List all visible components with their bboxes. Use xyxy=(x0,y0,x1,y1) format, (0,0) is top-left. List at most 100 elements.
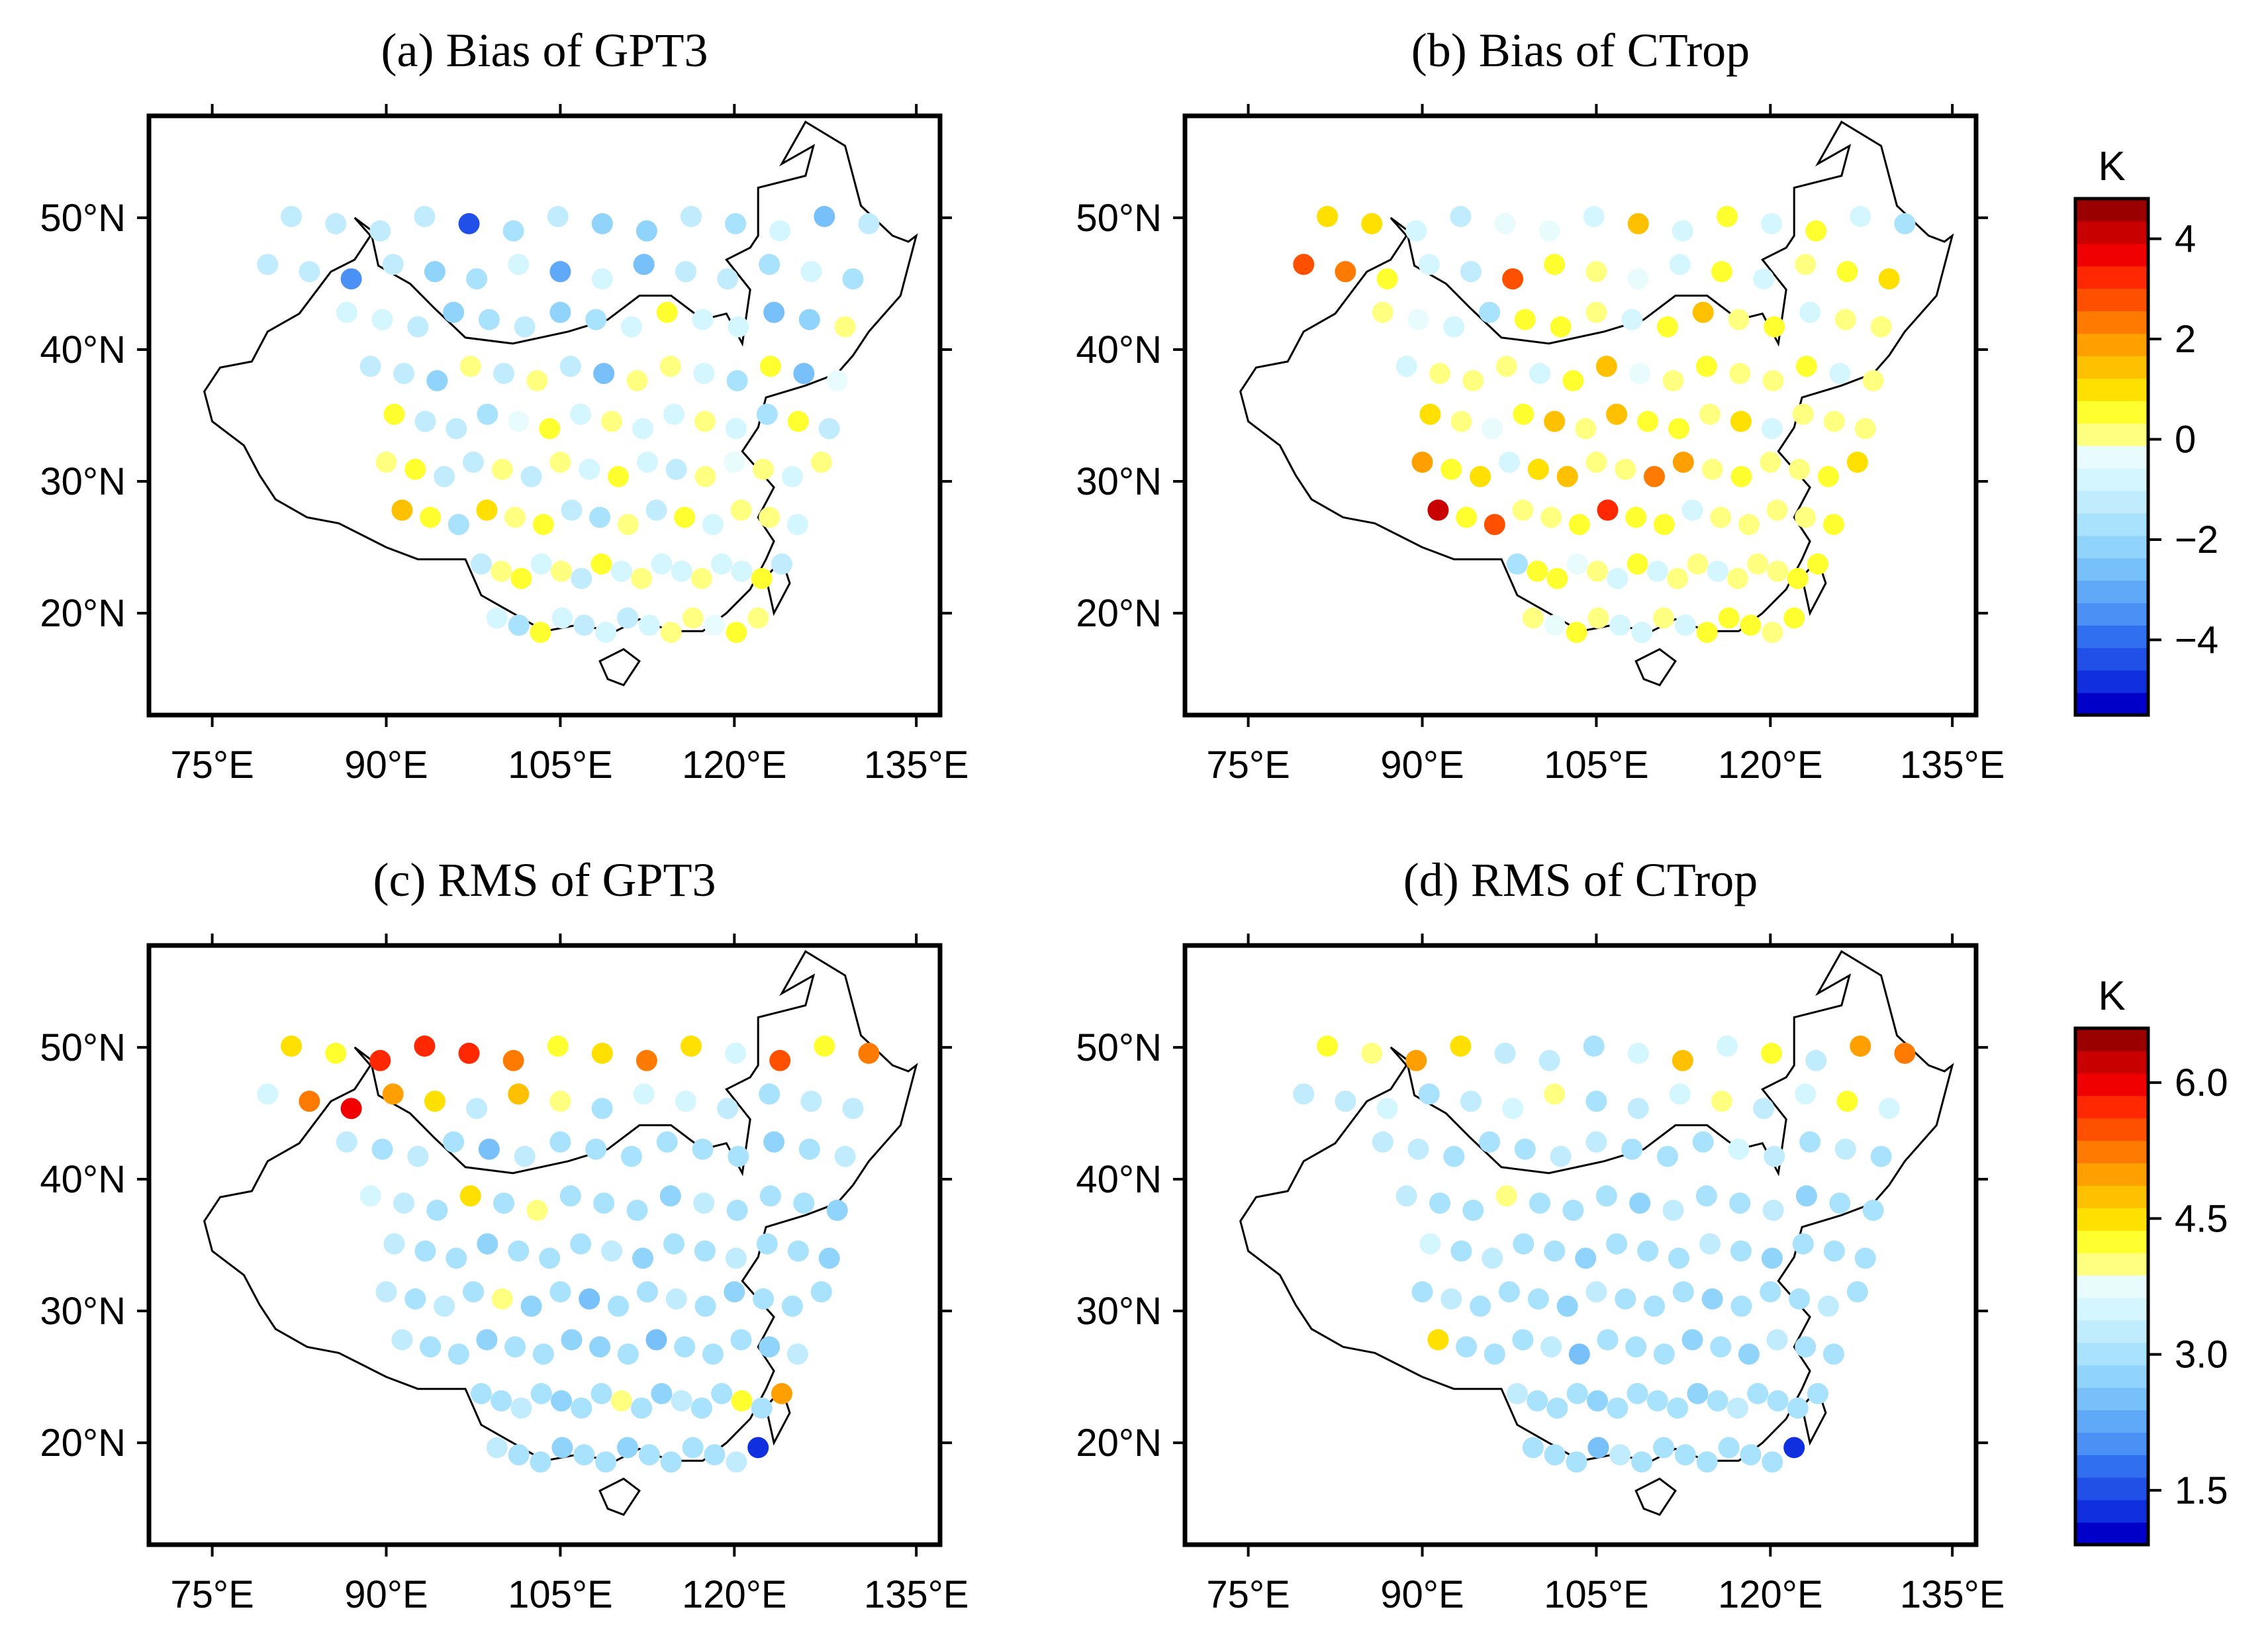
station-marker xyxy=(793,1192,815,1214)
colorbar-swatch xyxy=(2075,1500,2148,1523)
lat-tick-label: 20°N xyxy=(40,1422,126,1465)
station-marker xyxy=(756,1233,778,1255)
station-marker xyxy=(1550,1145,1572,1167)
lon-tick-label: 105°E xyxy=(1544,744,1649,787)
station-marker xyxy=(443,1131,465,1153)
station-marker xyxy=(1762,622,1783,644)
station-marker xyxy=(1692,1131,1714,1153)
station-marker xyxy=(1787,1397,1809,1419)
colorbar-tick-label: 1.5 xyxy=(2175,1469,2228,1512)
station-marker xyxy=(1805,1049,1827,1071)
station-marker xyxy=(1762,1200,1784,1221)
station-marker xyxy=(549,1281,571,1303)
station-marker xyxy=(281,1036,303,1057)
station-marker xyxy=(547,1036,569,1057)
station-marker xyxy=(520,1295,542,1317)
station-marker xyxy=(1484,514,1505,536)
station-marker xyxy=(1854,1247,1876,1269)
station-marker xyxy=(1456,1336,1478,1358)
station-marker xyxy=(1829,363,1851,385)
station-marker xyxy=(1583,1036,1605,1057)
colorbar-swatch xyxy=(2075,580,2148,603)
station-marker xyxy=(1361,213,1383,234)
station-marker xyxy=(1653,514,1675,536)
station-marker xyxy=(383,1233,405,1255)
lat-tick-label: 50°N xyxy=(40,197,126,240)
colorbar-swatch xyxy=(2075,648,2148,671)
lon-tick-label: 75°E xyxy=(170,1573,254,1616)
colorbar-swatch xyxy=(2075,266,2148,289)
colorbar-unit: K xyxy=(2098,144,2125,189)
lat-tick-label: 20°N xyxy=(40,592,126,635)
station-marker xyxy=(800,261,822,283)
colorbar-tick-label: 0 xyxy=(2175,418,2196,461)
station-marker xyxy=(493,363,514,385)
station-marker xyxy=(1587,607,1609,629)
lat-tick-label: 50°N xyxy=(1076,1026,1162,1069)
lat-tick-label: 30°N xyxy=(40,1290,126,1333)
station-marker xyxy=(1502,1098,1524,1120)
station-marker xyxy=(1450,1240,1472,1262)
station-marker xyxy=(1609,614,1631,636)
station-marker xyxy=(1529,1192,1550,1214)
station-marker xyxy=(675,261,696,283)
station-marker xyxy=(724,452,745,473)
station-marker xyxy=(491,1390,512,1412)
station-marker xyxy=(551,607,573,629)
map-panel-a: (a) Bias of GPT3 75°E 90°E 105°E 120°E 135°E 2… xyxy=(40,24,969,787)
station-marker xyxy=(660,1451,682,1473)
station-marker xyxy=(1764,1145,1785,1167)
station-marker xyxy=(414,1036,436,1057)
station-marker xyxy=(547,206,569,227)
lon-tick-label: 135°E xyxy=(1900,1573,2005,1616)
station-marker xyxy=(561,499,583,521)
station-marker xyxy=(257,1083,279,1105)
colorbar-frame xyxy=(2073,1026,2150,1547)
station-marker xyxy=(1726,567,1748,589)
station-marker xyxy=(549,1090,571,1112)
station-marker xyxy=(1807,1382,1828,1404)
lon-tick-label: 90°E xyxy=(1380,1573,1464,1616)
station-marker xyxy=(1695,1185,1717,1207)
station-marker xyxy=(1429,363,1450,385)
station-marker xyxy=(526,1200,548,1221)
station-marker xyxy=(1761,213,1783,234)
station-marker xyxy=(508,614,530,636)
colorbar-swatch xyxy=(2075,1028,2148,1051)
station-marker xyxy=(1692,301,1714,323)
station-marker xyxy=(1696,622,1718,644)
station-marker xyxy=(1761,418,1783,440)
colorbar-swatch xyxy=(2075,1432,2148,1455)
station-marker xyxy=(728,1145,749,1167)
station-marker xyxy=(842,1098,864,1120)
colorbar-swatch xyxy=(2075,401,2148,424)
station-marker xyxy=(1607,567,1629,589)
colorbar-swatch xyxy=(2075,1455,2148,1478)
map-panel-b: (b) Bias of CTrop 75°E 90°E 105°E 120°E 135°E… xyxy=(1076,24,2005,787)
station-marker xyxy=(559,1185,581,1207)
station-marker xyxy=(325,1042,347,1064)
lon-tick-label: 75°E xyxy=(1206,1573,1290,1616)
colorbar-frame xyxy=(2073,197,2150,717)
station-marker xyxy=(826,1200,848,1221)
station-marker xyxy=(459,356,481,377)
station-marker xyxy=(1429,1192,1450,1214)
station-marker xyxy=(858,213,880,234)
station-marker xyxy=(1460,1090,1482,1112)
station-marker xyxy=(1822,1343,1844,1365)
station-marker xyxy=(633,1083,655,1105)
station-marker xyxy=(601,410,623,432)
station-marker xyxy=(781,1295,803,1317)
station-marker xyxy=(530,1382,552,1404)
colorbar-swatch xyxy=(2075,670,2148,693)
colorbar-tick-label: 6.0 xyxy=(2175,1061,2228,1104)
station-marker xyxy=(549,261,571,283)
station-marker xyxy=(798,309,820,330)
colorbar-bias: K 4 2 0 −2 −4 xyxy=(2073,144,2218,717)
lon-tick-label: 105°E xyxy=(508,744,613,787)
station-marker xyxy=(1699,1233,1721,1255)
station-marker xyxy=(1627,1098,1649,1120)
station-marker xyxy=(508,1240,530,1262)
station-marker xyxy=(1361,1042,1383,1064)
station-marker xyxy=(1372,1131,1394,1153)
